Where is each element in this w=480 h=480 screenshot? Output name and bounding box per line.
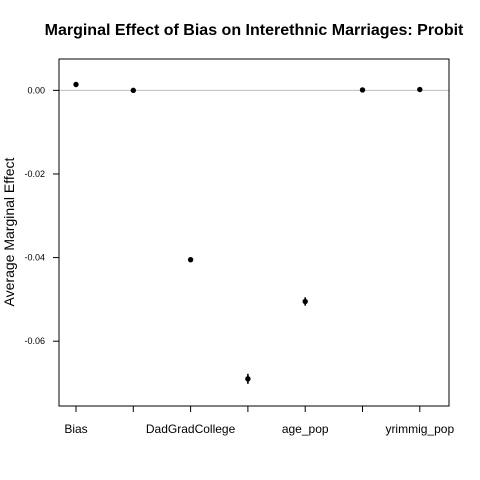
data-markers: [73, 81, 423, 384]
y-tick-label: -0.04: [24, 253, 45, 263]
x-tick-label: Bias: [64, 422, 87, 436]
chart-title: Marginal Effect of Bias on Interethnic M…: [45, 22, 464, 39]
data-point: [417, 86, 423, 93]
x-axis: Bias DadGradCollege age_pop yrimmig_pop: [64, 406, 454, 436]
x-tick-label: yrimmig_pop: [385, 422, 454, 436]
data-point: [73, 81, 79, 88]
x-tick-label: age_pop: [282, 422, 329, 436]
y-tick-label: -0.02: [24, 169, 45, 179]
y-axis-label: Average Marginal Effect: [1, 157, 17, 306]
plot-frame: [58, 58, 450, 407]
y-axis: 0.00 -0.02 -0.04 -0.06: [24, 85, 59, 346]
y-tick-label: 0.00: [27, 85, 45, 95]
data-point: [245, 376, 251, 382]
data-point: [302, 298, 308, 305]
data-point: [359, 87, 366, 93]
data-point: [187, 256, 194, 263]
x-tick-label: DadGradCollege: [146, 422, 236, 436]
data-point: [130, 87, 136, 94]
y-tick-label: -0.06: [24, 336, 45, 346]
